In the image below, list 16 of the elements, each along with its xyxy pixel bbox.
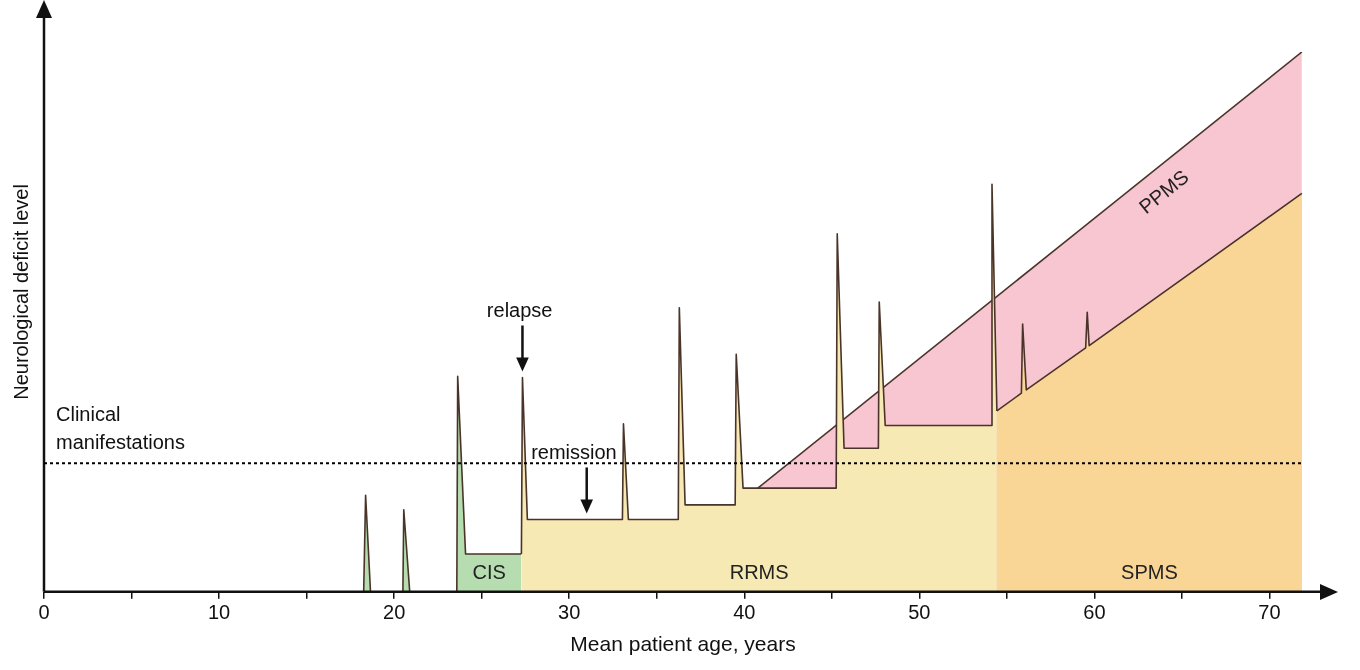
y-axis-title: Neurological deficit level: [9, 184, 32, 400]
annotation: remission: [531, 441, 617, 464]
ref-line-label: Clinical manifestations: [56, 403, 185, 454]
x-tick-label: 30: [558, 601, 581, 624]
x-tick-label: 70: [1258, 601, 1281, 624]
x-tick-label: 20: [383, 601, 406, 624]
series-label: SPMS: [1121, 561, 1178, 584]
x-tick-label: 60: [1083, 601, 1106, 624]
x-tick-label: 10: [207, 601, 231, 624]
series-label: CIS: [472, 561, 506, 584]
x-tick-label: 50: [908, 601, 931, 624]
series-label: RRMS: [729, 561, 789, 584]
x-axis-title: Mean patient age, years: [570, 632, 796, 656]
x-tick-label: 0: [38, 601, 50, 624]
x-tick-label: 40: [733, 601, 756, 624]
annotation: relapse: [486, 299, 553, 322]
